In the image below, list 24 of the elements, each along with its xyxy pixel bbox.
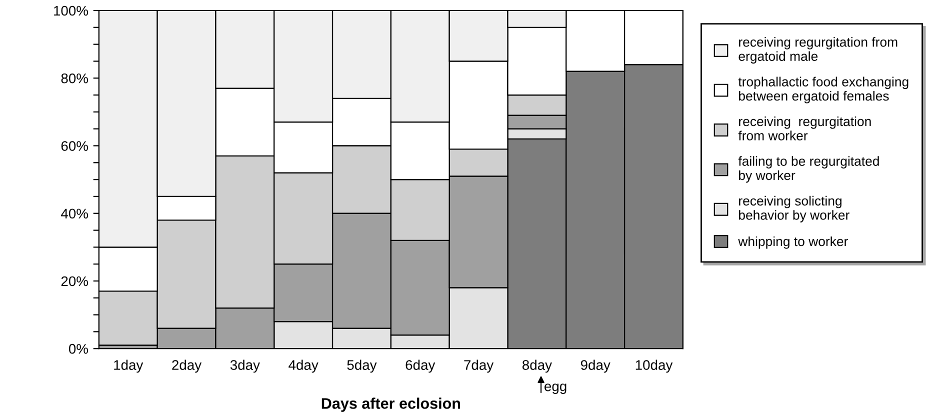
legend-label: failing to be regurgitated by worker bbox=[738, 156, 879, 183]
y-tick-label: 20% bbox=[61, 276, 88, 286]
x-tick-label: 8day bbox=[522, 360, 552, 373]
x-tick-label: 5day bbox=[347, 360, 377, 373]
legend-label: trophallactic food exchanging between ergatoid females bbox=[738, 76, 908, 104]
y-tick-label: 60% bbox=[61, 141, 88, 151]
x-tick-label: 10day bbox=[636, 360, 673, 373]
x-axis-title: Days after eclosion bbox=[322, 398, 460, 412]
x-tick-label: 3day bbox=[230, 360, 260, 373]
text: egg bbox=[544, 384, 566, 394]
x-tick-label: 4day bbox=[288, 360, 318, 373]
y-tick-label: 0% bbox=[68, 344, 88, 354]
y-tick-label: 80% bbox=[61, 73, 88, 84]
legend-label: receiving regurgitation from ergatoid male bbox=[738, 37, 898, 64]
x-tick-label: 7day bbox=[464, 360, 494, 373]
y-tick-label: 40% bbox=[61, 208, 88, 219]
x-tick-label: 2day bbox=[172, 360, 202, 373]
legend-label: receiving solicting behavior by worker bbox=[739, 196, 850, 222]
x-tick-label: 1day bbox=[114, 360, 144, 373]
legend-label: receiving regurgitation from worker bbox=[738, 116, 871, 140]
legend-label: whipping to worker bbox=[738, 236, 848, 249]
x-tick-label: 9day bbox=[580, 360, 610, 373]
y-tick-label: 100% bbox=[54, 6, 88, 16]
x-tick-label: 6day bbox=[406, 360, 436, 373]
